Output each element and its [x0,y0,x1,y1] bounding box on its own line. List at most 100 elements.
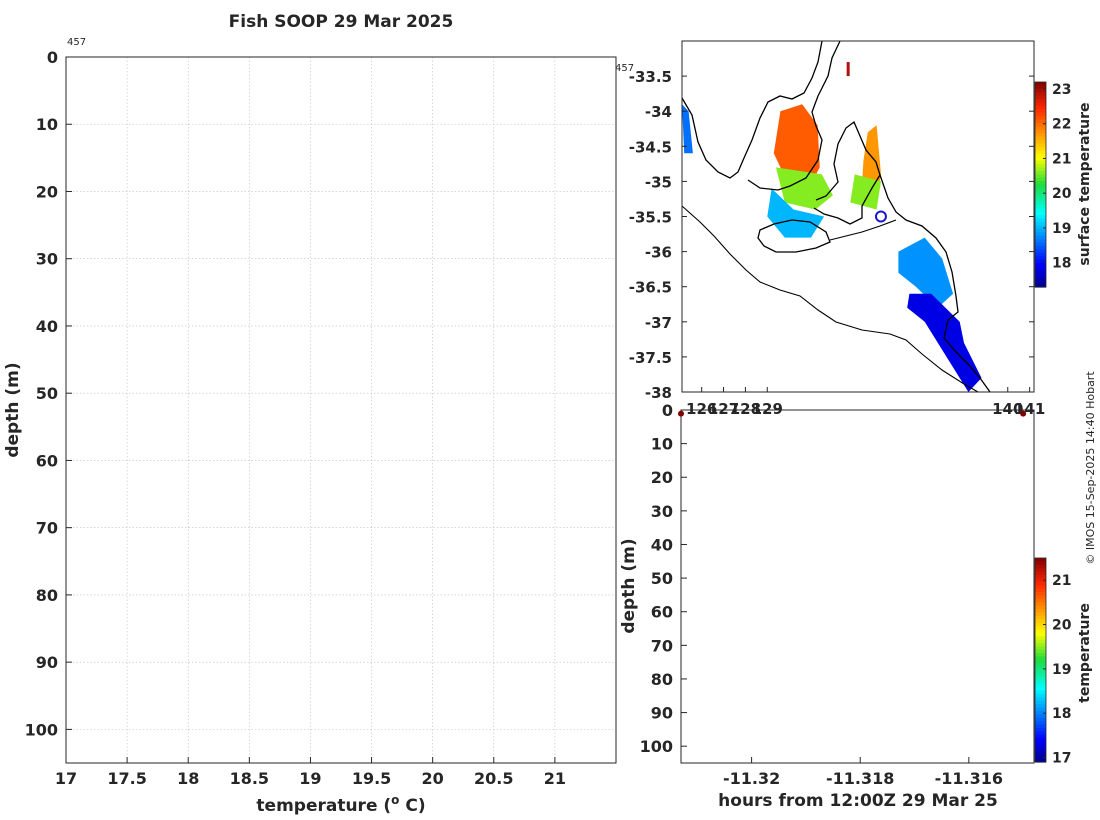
profile-x-tick-label: 18.5 [230,769,269,788]
section-plot: -11.32 -11.318 -11.316 0 10 20 30 40 50 60 70 80 90… [619,401,1093,811]
profile-x-tick-label: 19 [299,769,321,788]
cb2-color-step [1035,673,1046,678]
profile-gridlines [66,57,616,763]
cb2-color-step [1035,558,1046,562]
cb1-color-step [1035,177,1046,182]
cb2-color-step [1035,561,1046,566]
map-lat-tick-label: -34 [645,103,672,121]
profile-y-ticks: 0 10 20 30 40 50 60 70 80 90 100 [25,48,72,739]
map-lon-tick-label: 141 [1014,400,1045,418]
cb2-color-step [1035,605,1046,610]
cb2-tick-label: 21 [1052,573,1071,589]
cb1-color-step [1035,252,1046,257]
cb2-color-step [1035,745,1046,749]
cb1-color-step [1035,269,1046,274]
cb2-color-step [1035,758,1046,763]
profile-y-tick-label: 100 [25,720,58,739]
coastlines [681,40,991,393]
profile-plot: 17 17.5 18 18.5 19 19.5 20 20.5 21 0 10 20 30 40 50 60… [3,37,617,816]
cb1-color-step [1035,242,1046,247]
cb1-color-step [1035,205,1046,210]
section-colorbar-swatch [1035,558,1046,763]
cb2-color-step [1035,697,1046,702]
sst-colorbar: 18 19 20 21 22 23 surface temperature [1034,81,1093,288]
cb1-color-step [1035,164,1046,169]
cb1-tick-label: 20 [1052,186,1072,202]
cb2-color-step [1035,683,1046,688]
cb2-tick-label: 17 [1052,751,1071,767]
section-x-tick-label: -11.318 [826,769,894,788]
section-y-tick-label: 70 [651,636,673,655]
section-x-ticks: -11.32 -11.318 -11.316 [723,757,1003,788]
profile-y-axis-label: depth (m) [3,362,23,457]
cb2-color-step [1035,588,1046,593]
cb1-color-step [1035,92,1046,97]
cb1-color-step [1035,184,1046,189]
cb1-color-step [1035,85,1046,90]
cb1-color-step [1035,232,1046,237]
cb1-color-step [1035,153,1046,158]
cb1-color-step [1035,273,1046,278]
sst-region-gulf-east-south [850,174,881,210]
cb2-color-step [1035,707,1046,712]
profile-y-tick-label: 90 [36,653,58,672]
cb1-tick-label: 22 [1052,117,1071,133]
cb1-tick-label: 18 [1052,256,1071,272]
sst-colorbar-frame [1034,81,1047,288]
section-data-point [1020,410,1027,417]
cb1-color-step [1035,215,1046,220]
section-x-tick-label: -11.316 [935,769,1003,788]
cb1-color-step [1035,201,1046,206]
cb1-color-step [1035,116,1046,121]
cb2-tick-label: 19 [1052,662,1071,678]
cb1-color-step [1035,105,1046,110]
cb1-color-step [1035,280,1046,285]
cb1-color-step [1035,112,1046,117]
cb1-color-step [1035,140,1046,145]
cb1-color-step [1035,174,1046,179]
coastline-mainland-west [681,40,823,179]
map-cast-label: 457 [615,63,634,74]
cb1-color-step [1035,170,1046,175]
section-x-axis-label: hours from 12:00Z 29 Mar 25 [718,791,998,811]
sst-region-shelf-lower [907,293,982,392]
cb2-color-step [1035,704,1046,709]
profile-cast-label: 457 [67,37,86,48]
map-lon-tick-label: 140 [992,400,1023,418]
cb2-color-step [1035,694,1046,698]
map-lat-tick-label: -37 [645,314,672,332]
cb2-color-step [1035,636,1046,641]
cb2-color-step [1035,619,1046,624]
cb2-color-step [1035,731,1046,736]
profile-y-tick-label: 60 [36,451,58,470]
cb2-color-step [1035,656,1046,661]
cb1-color-step [1035,187,1046,192]
cb2-tick-label: 20 [1052,618,1072,634]
map-lat-tick-label: -36.5 [629,279,672,297]
section-plot-frame [680,409,1035,764]
cb1-color-step [1035,119,1046,124]
section-colorbar-label: temperature [1077,603,1093,703]
cb2-color-step [1035,738,1046,743]
sst-region-gulf-mouth [767,188,825,238]
coastline-gulf-west [747,40,841,191]
section-y-tick-label: 100 [640,737,673,756]
cb2-color-step [1035,639,1046,644]
coastline-peninsula [813,120,881,225]
cb1-color-step [1035,249,1046,254]
cb2-color-step [1035,734,1046,739]
map-lon-tick-label: 129 [752,400,783,418]
cb2-color-step [1035,564,1046,569]
cb2-color-step [1035,670,1046,675]
profile-x-tick-label: 21 [544,769,566,788]
cb1-color-step [1035,102,1046,107]
cb1-color-step [1035,109,1046,114]
section-data-points [678,410,1027,417]
cb2-color-step [1035,629,1046,634]
profile-x-tick-label: 20 [422,769,444,788]
cb1-color-step [1035,88,1046,93]
map-lat-tick-label: -35.5 [629,209,672,227]
